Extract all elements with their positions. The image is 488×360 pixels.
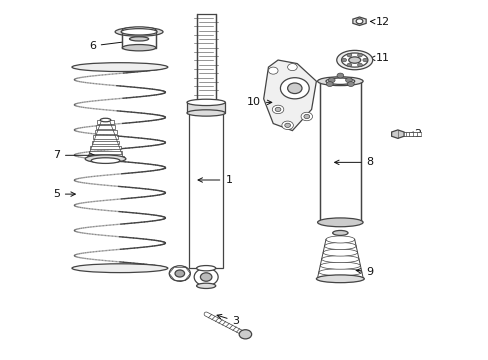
Circle shape xyxy=(194,268,218,286)
Circle shape xyxy=(175,270,184,277)
Circle shape xyxy=(169,266,190,281)
Ellipse shape xyxy=(115,27,163,36)
Bar xyxy=(122,30,156,48)
Circle shape xyxy=(268,67,278,74)
Circle shape xyxy=(272,105,283,114)
Ellipse shape xyxy=(325,78,354,84)
Bar xyxy=(96,125,115,129)
Bar xyxy=(186,102,225,113)
Circle shape xyxy=(347,82,353,86)
Circle shape xyxy=(341,58,346,62)
Ellipse shape xyxy=(317,218,363,227)
Circle shape xyxy=(280,78,308,99)
Text: 4: 4 xyxy=(175,274,182,284)
Bar xyxy=(97,120,113,123)
Circle shape xyxy=(327,78,334,83)
Ellipse shape xyxy=(72,264,167,273)
Bar xyxy=(197,265,214,270)
Ellipse shape xyxy=(122,27,156,33)
Ellipse shape xyxy=(121,29,157,35)
Ellipse shape xyxy=(318,269,361,276)
Text: 9: 9 xyxy=(355,267,373,277)
Bar xyxy=(89,150,122,154)
Ellipse shape xyxy=(72,63,167,72)
Bar xyxy=(189,102,223,268)
Text: 3: 3 xyxy=(217,314,239,326)
Text: 6: 6 xyxy=(89,40,130,51)
Polygon shape xyxy=(391,130,403,138)
Bar xyxy=(405,132,408,136)
Circle shape xyxy=(336,73,343,78)
Ellipse shape xyxy=(341,53,367,67)
Polygon shape xyxy=(352,17,366,26)
Ellipse shape xyxy=(321,256,358,263)
Circle shape xyxy=(355,19,362,24)
Text: 1: 1 xyxy=(198,175,232,185)
Text: 11: 11 xyxy=(369,53,389,63)
Text: 7: 7 xyxy=(53,150,94,160)
Ellipse shape xyxy=(317,275,363,282)
Ellipse shape xyxy=(317,77,363,86)
Circle shape xyxy=(326,82,332,86)
Ellipse shape xyxy=(129,37,148,41)
Ellipse shape xyxy=(100,118,111,122)
Bar xyxy=(416,132,420,136)
Text: 10: 10 xyxy=(246,98,271,107)
Ellipse shape xyxy=(325,236,354,243)
Ellipse shape xyxy=(85,155,125,163)
Circle shape xyxy=(345,78,351,83)
Circle shape xyxy=(357,63,362,67)
Text: 8: 8 xyxy=(334,157,373,167)
Bar xyxy=(91,140,119,144)
Circle shape xyxy=(357,53,362,57)
Circle shape xyxy=(287,83,302,94)
Ellipse shape xyxy=(186,99,225,105)
Ellipse shape xyxy=(122,45,156,51)
Circle shape xyxy=(239,330,251,339)
Text: 12: 12 xyxy=(369,17,389,27)
Circle shape xyxy=(200,273,211,281)
Bar xyxy=(408,132,412,136)
Bar xyxy=(397,132,401,136)
Text: 5: 5 xyxy=(53,189,75,199)
Bar xyxy=(93,135,118,139)
Text: 2: 2 xyxy=(408,129,421,139)
Circle shape xyxy=(304,114,309,118)
Bar xyxy=(87,156,123,159)
Ellipse shape xyxy=(320,262,360,269)
Bar xyxy=(401,132,405,136)
Circle shape xyxy=(346,53,351,57)
Ellipse shape xyxy=(336,50,372,70)
Circle shape xyxy=(281,121,293,130)
Circle shape xyxy=(362,58,367,62)
Polygon shape xyxy=(263,60,316,131)
Bar xyxy=(196,14,215,102)
Bar xyxy=(94,130,116,134)
Ellipse shape xyxy=(348,57,360,63)
Circle shape xyxy=(287,64,297,71)
Circle shape xyxy=(275,107,280,112)
Bar xyxy=(412,132,416,136)
Ellipse shape xyxy=(186,110,225,116)
Ellipse shape xyxy=(196,266,215,271)
Bar xyxy=(90,145,121,149)
Circle shape xyxy=(301,112,312,121)
Bar xyxy=(319,81,360,222)
Ellipse shape xyxy=(91,158,120,163)
Circle shape xyxy=(284,123,290,127)
Ellipse shape xyxy=(324,243,355,249)
Ellipse shape xyxy=(332,230,347,235)
Ellipse shape xyxy=(323,249,357,256)
Ellipse shape xyxy=(196,283,215,288)
Ellipse shape xyxy=(316,275,364,283)
Circle shape xyxy=(346,63,351,67)
